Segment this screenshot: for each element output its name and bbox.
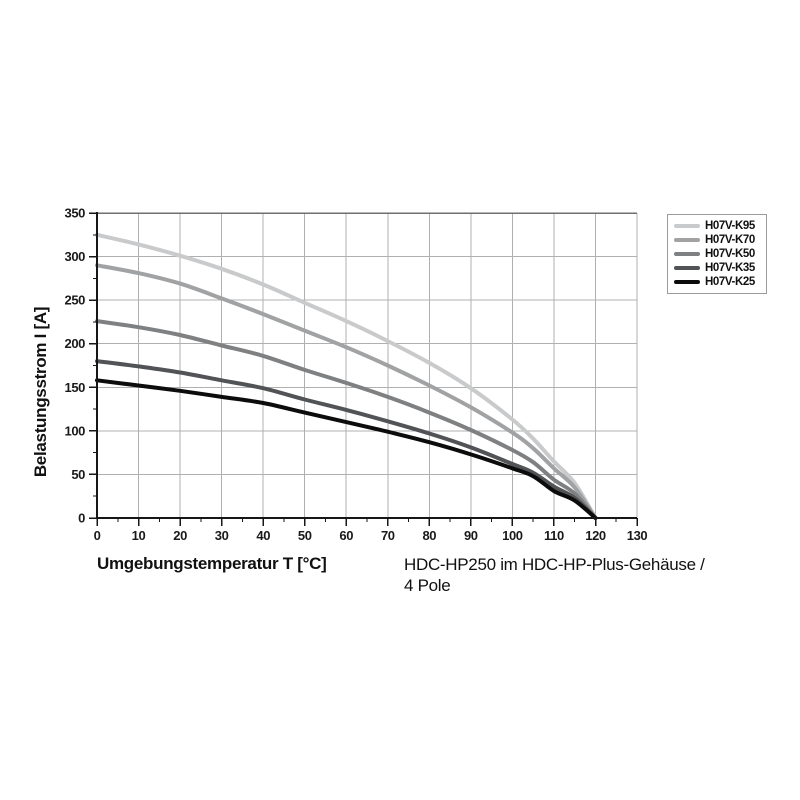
- legend-line-swatch: [674, 238, 700, 242]
- legend-line-swatch: [674, 266, 700, 270]
- curve-h07v-k50: [95, 319, 598, 520]
- x-tick-label: 80: [422, 528, 436, 543]
- curve-h07v-k95: [95, 232, 598, 520]
- y-tick-label: 0: [78, 511, 85, 526]
- tick-labels: 0 10 20 30 40 50 60 70 80 90 100 110 120 130 0 50 100 150…: [65, 206, 648, 544]
- y-axis-title: Belastungsstrom I [A]: [31, 306, 50, 478]
- legend-label: H07V-K35: [705, 262, 755, 274]
- x-tick-label: 10: [132, 528, 146, 543]
- axes: [89, 212, 638, 526]
- legend-item-h07v-k35: H07V-K35: [674, 261, 761, 275]
- x-tick-label: 0: [94, 528, 101, 543]
- legend: H07V-K95 H07V-K70 H07V-K50 H07V-K35 H07V-K25: [667, 214, 767, 294]
- legend-line-swatch: [674, 252, 700, 256]
- legend-item-h07v-k50: H07V-K50: [674, 247, 761, 261]
- x-tick-label: 110: [544, 528, 564, 543]
- y-tick-label: 100: [65, 423, 86, 438]
- x-tick-label: 70: [381, 528, 395, 543]
- legend-item-h07v-k70: H07V-K70: [674, 233, 761, 247]
- legend-label: H07V-K25: [705, 276, 755, 288]
- y-tick-label: 250: [65, 293, 86, 308]
- curves: [95, 232, 598, 520]
- y-tick-label: 300: [65, 249, 86, 264]
- legend-item-h07v-k95: H07V-K95: [674, 219, 761, 233]
- x-axis-title: Umgebungstemperatur T [°C]: [97, 554, 327, 573]
- caption-line-1: HDC-HP250 im HDC-HP-Plus-Gehäuse /: [404, 555, 705, 574]
- legend-label: H07V-K95: [705, 220, 755, 232]
- x-tick-label: 60: [339, 528, 353, 543]
- x-tick-label: 50: [298, 528, 312, 543]
- legend-line-swatch: [674, 280, 700, 284]
- chart-caption: HDC-HP250 im HDC-HP-Plus-Gehäuse / 4 Pol…: [404, 554, 705, 596]
- curve-h07v-k70: [95, 263, 598, 520]
- x-tick-label: 90: [464, 528, 478, 543]
- legend-item-h07v-k25: H07V-K25: [674, 275, 761, 289]
- x-tick-label: 130: [627, 528, 648, 543]
- y-tick-label: 50: [71, 467, 85, 482]
- y-tick-label: 150: [65, 380, 86, 395]
- curve-h07v-k25: [95, 378, 598, 520]
- legend-line-swatch: [674, 224, 700, 228]
- x-tick-label: 30: [215, 528, 229, 543]
- y-tick-label: 350: [65, 206, 86, 221]
- x-tick-label: 20: [173, 528, 187, 543]
- x-tick-label: 100: [502, 528, 523, 543]
- legend-label: H07V-K70: [705, 234, 755, 246]
- legend-label: H07V-K50: [705, 248, 755, 260]
- curve-h07v-k35: [95, 359, 598, 520]
- y-tick-label: 200: [65, 336, 86, 351]
- x-tick-label: 120: [585, 528, 606, 543]
- caption-line-2: 4 Pole: [404, 576, 451, 595]
- x-tick-label: 40: [256, 528, 270, 543]
